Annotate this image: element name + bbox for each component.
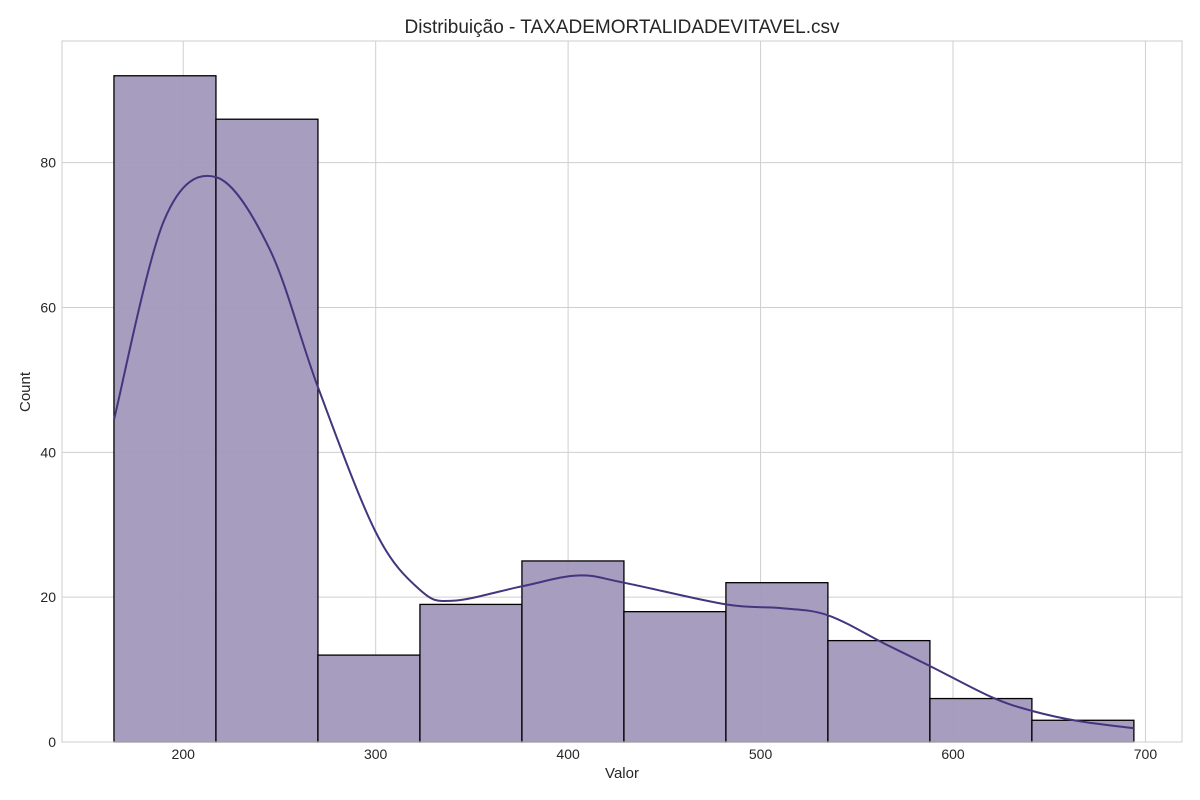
histogram-bar-2 bbox=[317, 654, 421, 743]
x-tick-label-5: 700 bbox=[1134, 746, 1158, 762]
histogram-bar-9 bbox=[1031, 719, 1135, 743]
x-tick-label-2: 400 bbox=[556, 746, 580, 762]
histogram-bar-0 bbox=[113, 75, 217, 743]
y-tick-label-4: 80 bbox=[40, 155, 56, 171]
x-tick-label-4: 600 bbox=[941, 746, 965, 762]
histogram-bar-5 bbox=[623, 610, 727, 743]
x-tick-label-1: 300 bbox=[364, 746, 388, 762]
y-tick-label-1: 20 bbox=[40, 589, 56, 605]
histogram-bar-1 bbox=[215, 118, 319, 743]
histogram-bar-4 bbox=[521, 560, 625, 743]
kde-curve-group bbox=[112, 174, 1135, 730]
y-tick-label-0: 0 bbox=[48, 734, 56, 750]
kde-curve bbox=[112, 174, 1135, 730]
histogram-bars bbox=[113, 75, 1135, 743]
plot-frame bbox=[61, 40, 1183, 743]
x-tick-label-3: 500 bbox=[749, 746, 773, 762]
histogram-bar-8 bbox=[929, 697, 1033, 743]
chart-title: Distribuição - TAXADEMORTALIDADEVITAVEL.… bbox=[405, 17, 840, 38]
histogram-bar-7 bbox=[827, 639, 931, 743]
histogram-bar-3 bbox=[419, 603, 523, 743]
y-axis-label: Count bbox=[17, 371, 34, 412]
x-tick-label-0: 200 bbox=[172, 746, 196, 762]
y-tick-label-2: 40 bbox=[40, 444, 56, 460]
x-axis-label: Valor bbox=[605, 765, 639, 782]
histogram-bar-6 bbox=[725, 582, 829, 743]
y-tick-label-3: 60 bbox=[40, 299, 56, 315]
tick-labels: 200 300 400 500 600 700 0 20 40 60 80 bbox=[40, 155, 1157, 762]
